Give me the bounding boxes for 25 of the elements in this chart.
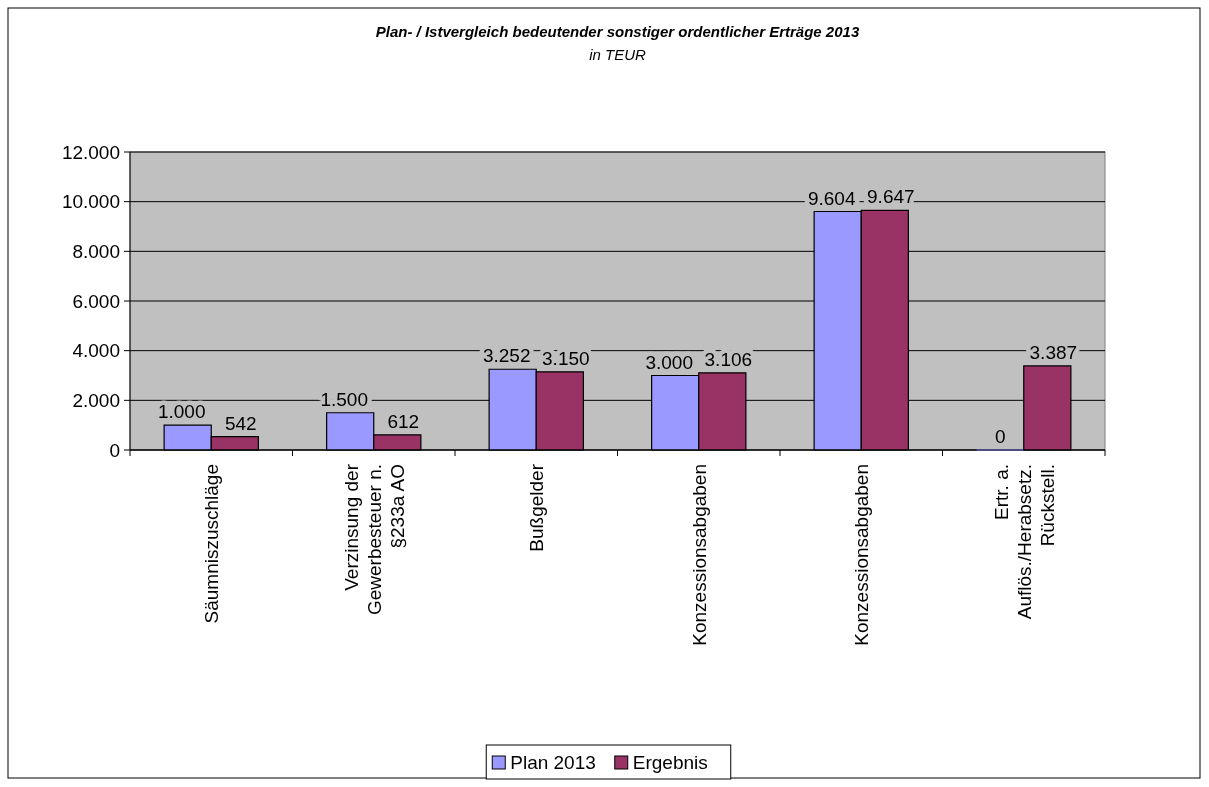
data-label: 612: [387, 410, 420, 432]
y-tick-label: 2.000: [72, 389, 120, 411]
x-tick-label: Bußgelder: [526, 463, 548, 552]
x-tick-label: Säumniszuschläge: [201, 464, 223, 624]
y-tick-label: 10.000: [61, 191, 120, 213]
y-tick-label: 12.000: [61, 141, 120, 163]
x-tick-label: Konzessionsabgaben: [851, 464, 873, 646]
x-tick-label: Ertr. a. Auflös./Herabsetz. Rückstell.: [990, 464, 1058, 620]
data-label: 3.000: [645, 351, 693, 373]
y-tick-label: 6.000: [72, 290, 120, 312]
chart-subtitle: in TEUR: [589, 46, 646, 63]
chart-title: Plan- / Istvergleich bedeutender sonstiger ordentlicher Erträge 2013: [375, 23, 860, 40]
x-tick-label: Konzessionsabgaben: [688, 464, 710, 646]
data-label: 3.106: [704, 348, 753, 370]
data-label: 3.252: [482, 345, 531, 367]
data-label: 542: [224, 412, 257, 434]
data-label: 0: [994, 426, 1006, 447]
x-tick-label: Verzinsung der Gewerbesteuer n. §233a AO: [340, 463, 408, 616]
legend-label: Plan 2013: [510, 751, 596, 773]
y-tick-label: 0: [109, 439, 120, 461]
data-label: 3.150: [542, 347, 590, 369]
data-label: 1.000: [157, 401, 206, 423]
y-tick-label: 4.000: [72, 340, 120, 362]
legend-label: Ergebnis: [632, 751, 708, 773]
y-tick-label: 8.000: [72, 240, 120, 262]
